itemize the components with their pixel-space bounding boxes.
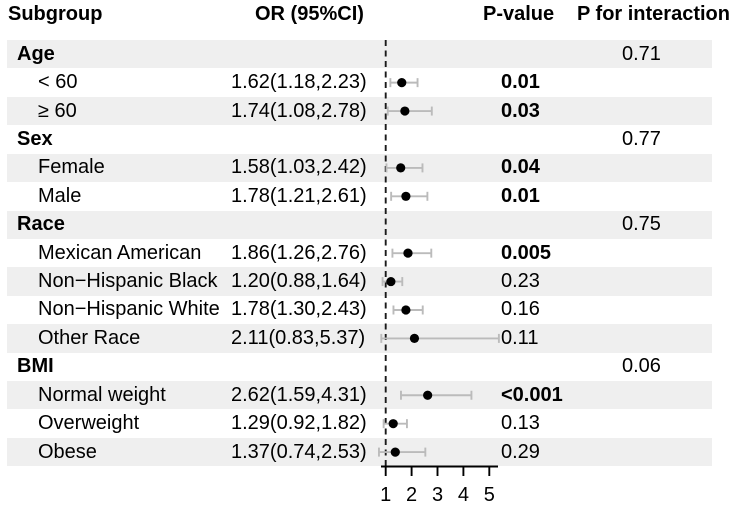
p-value: 0.23 bbox=[501, 270, 540, 293]
p-value: 0.11 bbox=[501, 326, 539, 349]
subgroup-label: ≥ 60 bbox=[38, 99, 77, 122]
p-value: <0.001 bbox=[501, 383, 563, 406]
subgroup-row: Non−Hispanic Black 1.20(0.88,1.64) 0.23 bbox=[7, 267, 712, 296]
subgroup-label: Non−Hispanic White bbox=[38, 298, 220, 321]
p-interaction-value: 0.71 bbox=[622, 42, 661, 65]
column-header-p-value: P-value bbox=[483, 3, 555, 25]
p-interaction-value: 0.06 bbox=[622, 355, 661, 378]
p-value: 0.03 bbox=[501, 99, 540, 122]
or-ci-value: 1.62(1.18,2.23) bbox=[231, 71, 367, 94]
group-label: Age bbox=[17, 42, 55, 65]
subgroup-row: < 60 1.62(1.18,2.23) 0.01 bbox=[7, 68, 712, 96]
p-value: 0.04 bbox=[501, 156, 540, 179]
group-row: Sex 0.77 bbox=[7, 125, 712, 153]
or-ci-value: 1.58(1.03,2.42) bbox=[231, 156, 367, 179]
p-value: 0.01 bbox=[501, 71, 540, 94]
or-ci-value: 1.86(1.26,2.76) bbox=[231, 241, 367, 264]
column-header-p-interaction: P for interaction bbox=[577, 3, 730, 25]
or-ci-value: 1.78(1.21,2.61) bbox=[231, 184, 367, 207]
group-row: Age 0.71 bbox=[7, 40, 712, 69]
group-row: BMI 0.06 bbox=[7, 353, 712, 381]
subgroup-row: Non−Hispanic White 1.78(1.30,2.43) 0.16 bbox=[7, 296, 712, 324]
group-label: Race bbox=[17, 213, 65, 236]
subgroup-row: Obese 1.37(0.74,2.53) 0.29 bbox=[7, 437, 712, 467]
p-value: 0.005 bbox=[501, 241, 552, 264]
subgroup-row: Other Race 2.11(0.83,5.37) 0.11 bbox=[7, 324, 712, 353]
p-value: 0.01 bbox=[501, 184, 540, 207]
p-interaction-value: 0.75 bbox=[622, 213, 661, 236]
subgroup-label: Obese bbox=[38, 440, 97, 463]
subgroup-row: ≥ 60 1.74(1.08,2.78) 0.03 bbox=[7, 96, 712, 126]
or-ci-value: 1.20(0.88,1.64) bbox=[231, 270, 367, 293]
group-label: Sex bbox=[17, 127, 53, 150]
column-header-subgroup: Subgroup bbox=[8, 3, 103, 25]
column-header-or-ci: OR (95%CI) bbox=[255, 3, 364, 25]
p-interaction-value: 0.77 bbox=[622, 127, 661, 150]
p-value: 0.16 bbox=[501, 298, 540, 321]
subgroup-label: Female bbox=[38, 156, 105, 179]
or-ci-value: 1.74(1.08,2.78) bbox=[231, 99, 367, 122]
subgroup-row: Overweight 1.29(0.92,1.82) 0.13 bbox=[7, 409, 712, 437]
subgroup-label: Overweight bbox=[38, 412, 140, 435]
subgroup-label: Normal weight bbox=[38, 383, 166, 406]
or-ci-value: 1.37(0.74,2.53) bbox=[231, 440, 367, 463]
or-ci-value: 1.29(0.92,1.82) bbox=[231, 412, 367, 435]
subgroup-label: Non−Hispanic Black bbox=[38, 270, 218, 293]
or-ci-value: 2.62(1.59,4.31) bbox=[231, 383, 367, 406]
subgroup-label: Mexican American bbox=[38, 241, 202, 264]
p-value: 0.13 bbox=[501, 412, 540, 435]
group-row: Race 0.75 bbox=[7, 210, 712, 239]
subgroup-row: Female 1.58(1.03,2.42) 0.04 bbox=[7, 153, 712, 183]
subgroup-label: Other Race bbox=[38, 326, 141, 349]
subgroup-row: Normal weight 2.62(1.59,4.31) <0.001 bbox=[7, 381, 712, 410]
subgroup-row: Male 1.78(1.21,2.61) 0.01 bbox=[7, 182, 712, 210]
subgroup-label: Male bbox=[38, 184, 82, 207]
subgroup-label: < 60 bbox=[38, 71, 78, 94]
or-ci-value: 1.78(1.30,2.43) bbox=[231, 298, 367, 321]
group-label: BMI bbox=[17, 355, 54, 378]
p-value: 0.29 bbox=[501, 440, 540, 463]
or-ci-value: 2.11(0.83,5.37) bbox=[231, 326, 366, 349]
subgroup-row: Mexican American 1.86(1.26,2.76) 0.005 bbox=[7, 239, 712, 267]
